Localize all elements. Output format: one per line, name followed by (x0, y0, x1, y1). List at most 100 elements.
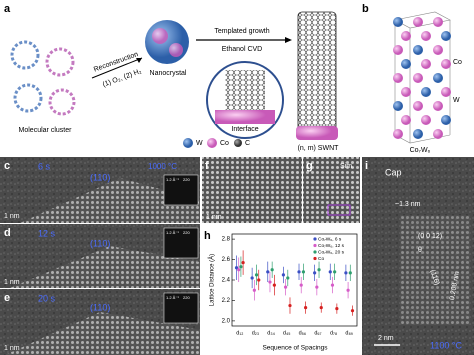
point (266, 270, 270, 274)
legend-entry: Co (318, 256, 324, 262)
x-tick-label: d₈₉ (345, 330, 353, 336)
label: 1100 °C (430, 340, 462, 350)
legend-marker (313, 237, 317, 241)
legend-marker (313, 243, 317, 248)
point (328, 270, 332, 274)
point (241, 261, 245, 265)
point (313, 271, 317, 275)
label: Cap (385, 167, 402, 177)
point (297, 270, 301, 274)
legend-marker (313, 256, 317, 261)
scale-bar: 1 nm (4, 213, 20, 220)
label: (110) (90, 238, 110, 248)
panel-label: f (205, 160, 209, 172)
atom (393, 73, 403, 83)
point (257, 278, 261, 282)
label: Co (453, 59, 462, 66)
atom (393, 129, 403, 139)
point (254, 273, 259, 277)
panel-g: g Sim. (303, 157, 360, 223)
atom (413, 101, 423, 111)
point (286, 276, 290, 280)
label: Nanocrystal (150, 70, 187, 77)
molecular-clusters (10, 40, 76, 116)
label: (110) (90, 172, 110, 182)
panel-label: a (4, 3, 11, 15)
point (272, 283, 276, 287)
atom (433, 45, 443, 55)
point (270, 268, 274, 272)
atom (433, 101, 443, 111)
label: (n, m) SWNT (298, 145, 340, 152)
point (317, 268, 321, 272)
y-tick-label: 2.2 (222, 298, 231, 304)
atom (393, 45, 403, 55)
atom (401, 115, 411, 125)
legend-entry: Co₇W₆, 20 s (318, 249, 345, 255)
x-tick-label: d₂₃ (252, 330, 259, 336)
y-tick-label: 2.4 (222, 278, 231, 284)
panel-e: e 20 s (110) 1 nm 1.2 Å⁻¹ 220 (0, 289, 200, 355)
atom (421, 31, 431, 41)
point (239, 265, 243, 269)
atom (433, 73, 443, 83)
point (330, 283, 335, 287)
label: 1000 °C (148, 162, 177, 171)
label: Ethanol CVD (222, 46, 262, 53)
atom (421, 87, 431, 97)
catalyst (296, 126, 338, 140)
y-tick-label: 2.6 (222, 257, 231, 263)
label: 6 s (38, 161, 51, 171)
y-axis-label: Lattice Distance (Å) (209, 254, 216, 306)
label: ~1.3 nm (395, 201, 421, 208)
legend-entry: Co₇W₆, 12 s (318, 243, 345, 249)
label: 1.2 Å⁻¹ (166, 230, 179, 235)
label: 0.208 nm (449, 271, 461, 301)
atom (413, 129, 423, 139)
arrow-head (136, 58, 142, 63)
atom (401, 87, 411, 97)
point (268, 280, 272, 284)
label: 1.2 Å⁻¹ (166, 295, 179, 300)
point (315, 285, 319, 289)
point (344, 271, 348, 275)
point (301, 270, 306, 274)
panel-label: g (306, 160, 313, 172)
label: θ (418, 247, 422, 254)
point (281, 273, 285, 277)
x-tick-label: d₆₇ (314, 330, 321, 336)
atom (441, 31, 451, 41)
label: Sim. (340, 163, 354, 170)
point (283, 285, 288, 289)
panel-label: d (4, 227, 11, 239)
scale-bar: 2 nm (378, 335, 394, 342)
label: W (453, 97, 460, 104)
x-tick-label: d₁₂ (236, 330, 243, 336)
atom (401, 31, 411, 41)
point (252, 288, 256, 292)
x-tick-label: d₇₈ (330, 330, 337, 336)
arrow (91, 57, 143, 79)
panel-label: b (362, 3, 369, 15)
x-tick-label: d₅₆ (299, 330, 307, 336)
point (333, 270, 337, 274)
atom (441, 59, 451, 69)
panel-h: h Lattice Distance (Å) Sequence of Spaci… (202, 226, 360, 355)
scale-bar: 1 nm (4, 279, 20, 286)
atom (413, 73, 423, 83)
panel-i: i Cap ~1.3 nm (0 0 12) θ (116) 0.208 nm … (362, 157, 474, 355)
panel-d: d 12 s (110) 1 nm 1.2 Å⁻¹ 220 (0, 224, 200, 288)
label: Templated growth (214, 28, 269, 35)
atom (441, 115, 451, 125)
point (348, 271, 352, 275)
label: Interface (231, 126, 258, 133)
label: 220 (183, 295, 190, 300)
label: 220 (183, 177, 190, 182)
label: (116) (428, 269, 440, 286)
legend-marker (313, 250, 317, 254)
label: Co₇W₆ (410, 147, 431, 154)
atom (413, 45, 423, 55)
label: 20 s (38, 293, 56, 303)
panel-label: e (4, 292, 10, 304)
